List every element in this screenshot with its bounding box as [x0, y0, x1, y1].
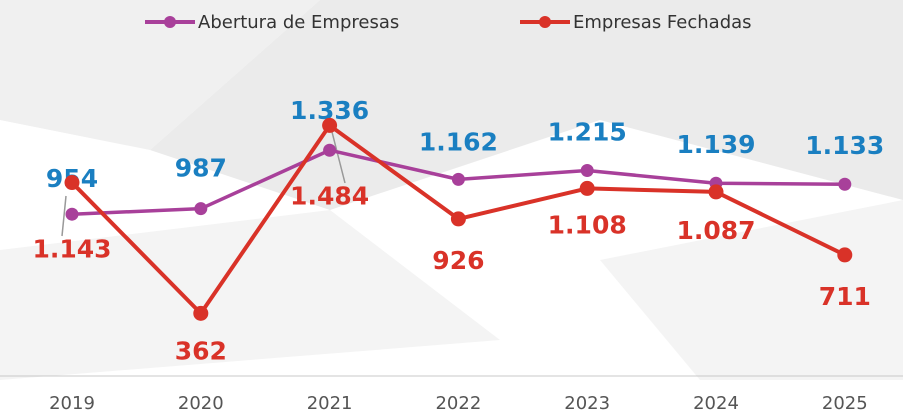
background-shape	[0, 0, 320, 150]
legend-marker	[164, 16, 176, 28]
data-label: 1.139	[676, 130, 755, 159]
x-tick-label: 2022	[435, 393, 481, 414]
data-point	[193, 305, 209, 321]
leader-line	[330, 127, 346, 184]
data-label: 1.133	[805, 131, 884, 160]
data-point	[64, 175, 80, 191]
data-label: 711	[819, 282, 871, 311]
x-tick-label: 2023	[564, 393, 610, 414]
x-tick-label: 2021	[307, 393, 353, 414]
data-point	[194, 202, 208, 216]
data-point	[708, 184, 724, 200]
data-label: 926	[432, 246, 484, 275]
data-point	[322, 117, 338, 133]
x-tick-label: 2025	[822, 393, 868, 414]
data-point	[837, 247, 853, 263]
data-point	[580, 163, 594, 177]
x-tick-label: 2020	[178, 393, 224, 414]
data-label: 1.087	[676, 216, 755, 245]
x-tick-label: 2024	[693, 393, 739, 414]
data-point	[838, 177, 852, 191]
data-label: 1.143	[32, 235, 111, 264]
legend-label: Abertura de Empresas	[198, 12, 399, 33]
legend-marker	[539, 16, 551, 28]
data-point	[450, 211, 466, 227]
legend-label: Empresas Fechadas	[573, 12, 752, 33]
data-label: 1.484	[290, 181, 369, 210]
x-tick-label: 2019	[49, 393, 95, 414]
data-point	[579, 180, 595, 196]
data-label: 987	[175, 154, 227, 183]
data-point	[323, 143, 337, 157]
data-label: 1.215	[548, 117, 627, 146]
background-shape	[0, 210, 500, 380]
leader-line	[61, 195, 67, 237]
data-label: 362	[175, 336, 227, 365]
data-point	[65, 207, 79, 221]
data-label: 1.162	[419, 127, 498, 156]
data-label: 1.108	[548, 210, 627, 239]
data-point	[451, 172, 465, 186]
